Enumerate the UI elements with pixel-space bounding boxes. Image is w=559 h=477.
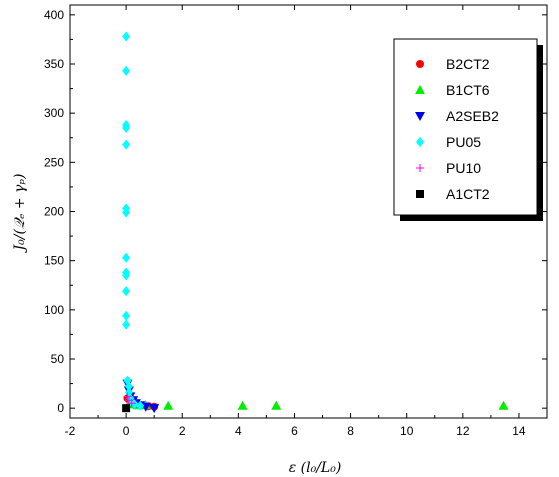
series-pu10 xyxy=(123,392,136,408)
data-point-pu05 xyxy=(122,65,131,76)
data-point-pu05 xyxy=(122,139,131,150)
legend-box xyxy=(393,38,538,216)
y-tick-label: 300 xyxy=(44,106,64,120)
legend-label-pu10: PU10 xyxy=(446,160,481,176)
data-point-pu05 xyxy=(124,381,133,392)
x-axis-title: ε (l₀/L₀) xyxy=(289,460,342,476)
y-tick-label: 50 xyxy=(51,352,65,366)
data-point-pu05 xyxy=(122,286,131,297)
y-tick-label: 200 xyxy=(44,205,64,219)
legend-label-a1ct2: A1CT2 xyxy=(446,186,490,202)
series-b1ct6 xyxy=(123,399,509,410)
y-tick-label: 350 xyxy=(44,57,64,71)
legend-marker-b2ct2 xyxy=(416,60,424,68)
x-tick-label: 6 xyxy=(291,424,298,438)
y-tick-label: 150 xyxy=(44,254,64,268)
data-point-pu05 xyxy=(136,400,145,411)
x-tick-label: -2 xyxy=(65,424,76,438)
x-tick-label: 10 xyxy=(400,424,414,438)
legend-marker-b1ct6 xyxy=(415,85,425,94)
data-point-pu05 xyxy=(122,252,131,263)
x-tick-label: 2 xyxy=(179,424,186,438)
x-tick-label: 8 xyxy=(347,424,354,438)
legend-items: B2CT2 B1CT6 A2SEB2 PU05 PU10 A1CT2 xyxy=(415,56,499,202)
x-tick-label: 14 xyxy=(512,424,526,438)
data-point-pu10 xyxy=(127,399,136,408)
y-axis-title: J₀/(𝒬ₑ + γₚ) xyxy=(12,174,28,254)
legend-marker-pu05 xyxy=(416,137,424,147)
legend-marker-pu10 xyxy=(416,164,424,172)
data-point-b1ct6 xyxy=(271,400,282,410)
x-axis: -2 0 2 4 6 8 10 12 14 xyxy=(65,5,526,438)
y-tick-label: 0 xyxy=(57,401,64,415)
data-point-pu05 xyxy=(122,319,131,330)
legend-label-b2ct2: B2CT2 xyxy=(446,56,490,72)
legend-label-b1ct6: B1CT6 xyxy=(446,82,490,98)
legend-marker-a2seb2 xyxy=(415,112,425,121)
data-point-pu05 xyxy=(122,270,131,281)
legend: B2CT2 B1CT6 A2SEB2 PU05 PU10 A1CT2 xyxy=(393,38,543,221)
data-point-a1ct2 xyxy=(122,404,131,413)
data-point-pu05 xyxy=(122,122,131,133)
series-pu05 xyxy=(122,31,145,411)
x-tick-label: 12 xyxy=(456,424,470,438)
data-point-pu05 xyxy=(122,207,131,218)
legend-marker-a1ct2 xyxy=(416,190,424,198)
data-point-pu05 xyxy=(130,399,139,410)
data-point-a2seb2 xyxy=(149,404,160,414)
data-point-b1ct6 xyxy=(163,400,174,410)
x-tick-label: 0 xyxy=(123,424,130,438)
data-point-pu05 xyxy=(122,31,131,42)
data-point-b1ct6 xyxy=(498,400,509,410)
legend-label-a2seb2: A2SEB2 xyxy=(446,108,499,124)
data-marks xyxy=(122,31,509,414)
series-a1ct2 xyxy=(122,404,131,413)
y-tick-label: 400 xyxy=(44,8,64,22)
y-tick-label: 250 xyxy=(44,155,64,169)
x-tick-label: 4 xyxy=(235,424,242,438)
y-tick-label: 100 xyxy=(44,303,64,317)
data-point-pu05 xyxy=(122,310,131,321)
data-point-pu10 xyxy=(123,392,132,401)
legend-label-pu05: PU05 xyxy=(446,134,481,150)
y-axis: 0 50 100 150 200 250 300 350 400 xyxy=(44,8,547,415)
data-point-b1ct6 xyxy=(237,400,248,410)
